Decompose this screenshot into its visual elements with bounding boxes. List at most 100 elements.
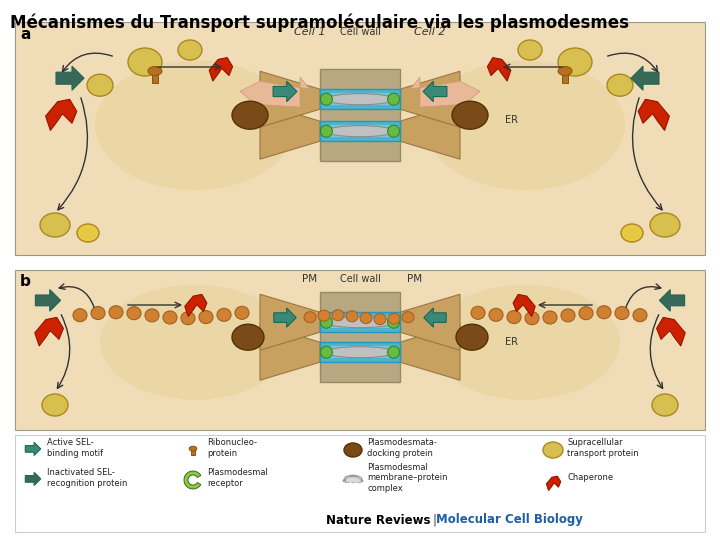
Ellipse shape xyxy=(452,101,488,129)
Ellipse shape xyxy=(633,309,647,322)
Ellipse shape xyxy=(597,306,611,319)
Ellipse shape xyxy=(360,313,372,323)
Text: a: a xyxy=(20,27,30,42)
Polygon shape xyxy=(210,58,233,81)
Text: Cell wall: Cell wall xyxy=(340,274,380,284)
Ellipse shape xyxy=(181,312,195,325)
Text: Active SEL-
binding motif: Active SEL- binding motif xyxy=(47,438,103,458)
Text: Cell wall: Cell wall xyxy=(340,27,380,37)
Ellipse shape xyxy=(109,306,123,319)
Ellipse shape xyxy=(387,125,400,137)
Bar xyxy=(15,435,705,532)
Text: PM: PM xyxy=(408,274,423,284)
Ellipse shape xyxy=(189,446,197,451)
Ellipse shape xyxy=(77,224,99,242)
Text: Ribonucleo-
protein: Ribonucleo- protein xyxy=(207,438,257,458)
Text: ER: ER xyxy=(505,115,518,125)
Polygon shape xyxy=(273,82,297,102)
Text: ER: ER xyxy=(505,337,518,347)
Bar xyxy=(320,292,400,382)
Ellipse shape xyxy=(425,60,625,190)
Text: Molecular Cell Biology: Molecular Cell Biology xyxy=(436,514,583,526)
Bar xyxy=(15,22,705,255)
Ellipse shape xyxy=(607,74,633,96)
Ellipse shape xyxy=(320,93,333,105)
Ellipse shape xyxy=(374,314,386,325)
Text: Supracellular
transport protein: Supracellular transport protein xyxy=(567,438,639,458)
Polygon shape xyxy=(410,77,480,107)
Polygon shape xyxy=(657,318,685,346)
Ellipse shape xyxy=(148,66,162,76)
Polygon shape xyxy=(45,99,77,131)
Polygon shape xyxy=(240,77,310,107)
Ellipse shape xyxy=(615,307,629,320)
Ellipse shape xyxy=(304,312,316,323)
Ellipse shape xyxy=(387,93,400,105)
Ellipse shape xyxy=(235,306,249,319)
Bar xyxy=(324,93,396,105)
Text: Inactivated SEL-
recognition protein: Inactivated SEL- recognition protein xyxy=(47,468,127,488)
Ellipse shape xyxy=(232,101,268,129)
Polygon shape xyxy=(185,294,207,316)
Ellipse shape xyxy=(344,443,362,457)
Bar xyxy=(320,121,400,141)
Bar xyxy=(324,346,396,358)
Ellipse shape xyxy=(199,310,213,323)
Polygon shape xyxy=(400,103,460,159)
Ellipse shape xyxy=(91,307,105,320)
Ellipse shape xyxy=(346,311,358,322)
Polygon shape xyxy=(424,308,446,327)
Ellipse shape xyxy=(489,308,503,321)
Ellipse shape xyxy=(621,224,643,242)
Ellipse shape xyxy=(217,308,231,321)
Polygon shape xyxy=(274,308,296,327)
Text: |: | xyxy=(432,514,436,526)
Ellipse shape xyxy=(558,66,572,76)
Polygon shape xyxy=(638,99,670,131)
Bar xyxy=(562,73,568,83)
Polygon shape xyxy=(35,289,60,311)
Ellipse shape xyxy=(561,309,575,322)
Ellipse shape xyxy=(558,48,592,76)
Text: Nature Reviews: Nature Reviews xyxy=(325,514,430,526)
Ellipse shape xyxy=(95,60,295,190)
Text: PM: PM xyxy=(302,274,318,284)
Polygon shape xyxy=(546,476,561,490)
Text: Plasmodesmata-
docking protein: Plasmodesmata- docking protein xyxy=(367,438,437,458)
Bar xyxy=(324,316,396,328)
Polygon shape xyxy=(513,294,535,316)
Ellipse shape xyxy=(518,40,542,60)
Bar xyxy=(320,89,400,109)
Bar xyxy=(152,73,158,83)
Polygon shape xyxy=(487,58,510,81)
Bar xyxy=(324,125,396,137)
Ellipse shape xyxy=(178,40,202,60)
Ellipse shape xyxy=(318,310,330,321)
Polygon shape xyxy=(25,442,41,456)
Ellipse shape xyxy=(650,213,680,237)
Polygon shape xyxy=(260,294,320,350)
Text: b: b xyxy=(20,274,31,289)
Wedge shape xyxy=(184,471,201,489)
Ellipse shape xyxy=(326,126,394,137)
Text: Chaperone: Chaperone xyxy=(567,474,613,483)
Bar xyxy=(320,69,400,161)
Ellipse shape xyxy=(579,307,593,320)
Polygon shape xyxy=(260,71,320,127)
Text: Cell 2: Cell 2 xyxy=(414,27,446,37)
Ellipse shape xyxy=(320,125,333,137)
Ellipse shape xyxy=(326,94,394,105)
Bar xyxy=(345,476,361,482)
Bar xyxy=(192,450,194,455)
Ellipse shape xyxy=(525,312,539,325)
Polygon shape xyxy=(35,318,63,346)
Ellipse shape xyxy=(332,310,344,321)
Polygon shape xyxy=(400,294,460,350)
Ellipse shape xyxy=(127,307,141,320)
Ellipse shape xyxy=(145,309,159,322)
Polygon shape xyxy=(631,66,659,90)
Ellipse shape xyxy=(73,309,87,322)
Ellipse shape xyxy=(100,285,290,400)
Ellipse shape xyxy=(543,311,557,324)
Ellipse shape xyxy=(388,313,400,324)
